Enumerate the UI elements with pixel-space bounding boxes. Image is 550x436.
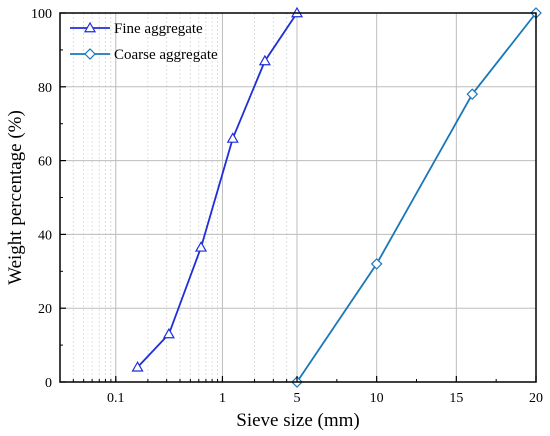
fine-aggregate-point <box>162 327 175 339</box>
x-tick-label: 1 <box>219 391 226 406</box>
y-tick-label: 60 <box>38 155 52 170</box>
coarse-aggregate-point <box>466 88 479 101</box>
plot-frame <box>59 12 537 383</box>
fine-aggregate-point <box>258 54 271 66</box>
fine-aggregate-point <box>226 132 239 143</box>
x-tick-label: 5 <box>294 391 301 406</box>
series-layer <box>131 6 542 388</box>
fine-aggregate-point <box>131 361 144 372</box>
legend-coarse-marker <box>84 48 96 60</box>
x-axis-title: Sieve size (mm) <box>236 410 359 431</box>
fine-aggregate-line <box>136 12 298 368</box>
legend-fine-marker <box>83 21 97 33</box>
legend-coarse-label: Coarse aggregate <box>114 47 218 63</box>
x-tick-label: 10 <box>370 391 384 406</box>
legend-fine-label: Fine aggregate <box>114 21 203 37</box>
y-tick-label: 20 <box>38 302 52 317</box>
y-tick-label: 80 <box>38 81 52 96</box>
y-tick-label: 0 <box>45 376 52 391</box>
coarse-aggregate-line <box>296 12 537 383</box>
x-tick-label: 0.1 <box>107 391 125 406</box>
fine-aggregate-point <box>195 241 208 252</box>
coarse-aggregate-point <box>370 258 383 270</box>
legend: Fine aggregate Coarse aggregate <box>70 21 218 63</box>
y-axis-title: Weight percentage (%) <box>5 110 26 285</box>
x-tick-label: 15 <box>449 391 463 406</box>
x-tick-label: 20 <box>529 391 543 406</box>
y-tick-label: 100 <box>31 7 52 22</box>
grid <box>60 12 537 383</box>
y-tick-label: 40 <box>38 228 52 243</box>
